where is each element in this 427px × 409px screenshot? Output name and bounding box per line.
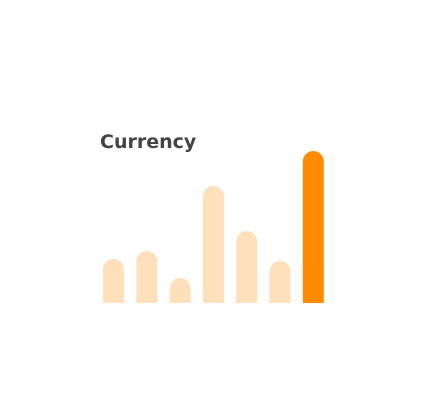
- bar: [169, 278, 191, 303]
- bar: [269, 261, 291, 303]
- bar: [236, 230, 258, 303]
- card-title: Currency: [100, 131, 197, 153]
- bar: [202, 186, 224, 303]
- bar: [302, 151, 324, 303]
- bar: [103, 259, 124, 303]
- bar: [136, 251, 158, 303]
